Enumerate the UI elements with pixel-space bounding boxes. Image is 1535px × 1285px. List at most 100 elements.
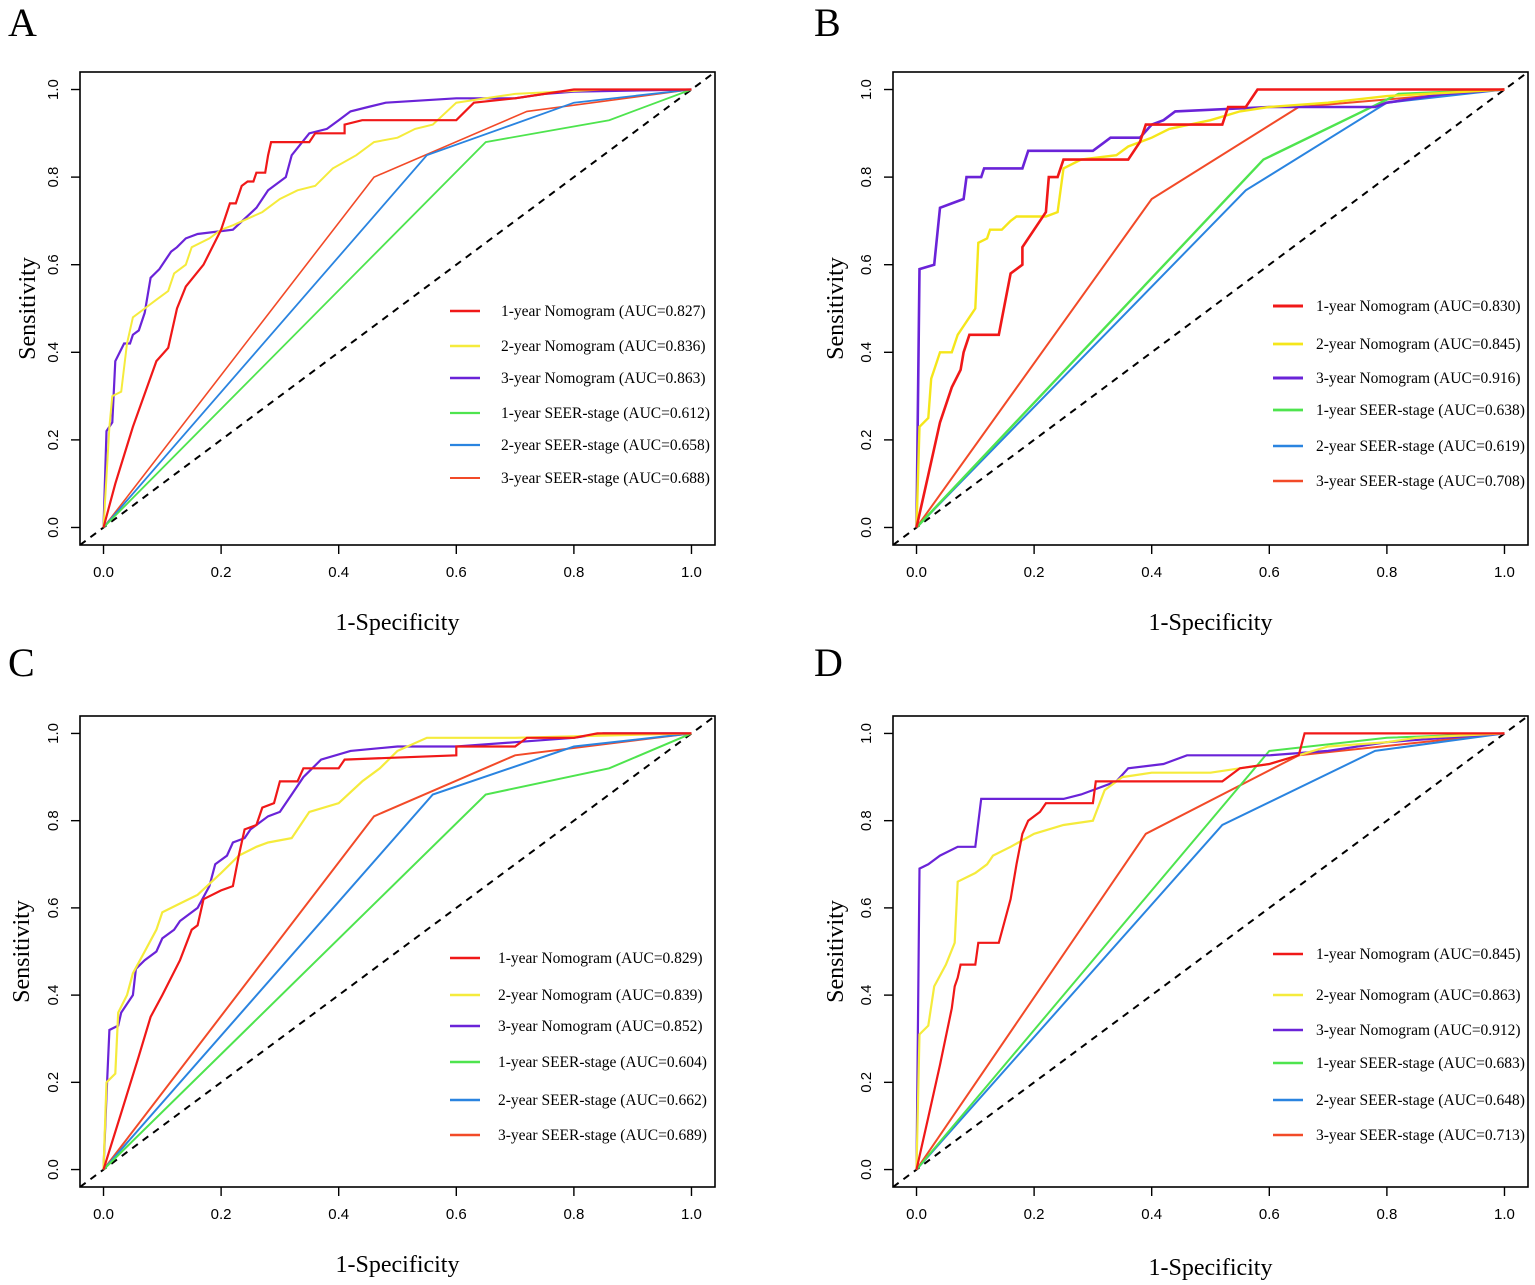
- legend-entry: 2-year Nomogram (AUC=0.836): [501, 338, 706, 355]
- legend-entry: 2-year SEER-stage (AUC=0.619): [1316, 438, 1525, 455]
- x-tick-label: 0.0: [93, 564, 114, 581]
- axis-ticks: 0.0 0.2 0.4 0.6 0.8 1.0 0.0 0.2 0.4 0.6 0.8 1.0: [858, 723, 1515, 1223]
- x-tick-label: 0.2: [1024, 564, 1045, 581]
- x-tick-label: 0.6: [446, 564, 467, 581]
- y-tick-label: 0.0: [858, 517, 875, 538]
- plot-frame: [79, 71, 716, 546]
- legend-entry: 2-year SEER-stage (AUC=0.658): [501, 437, 710, 454]
- y-axis-title: Sensitivity: [823, 257, 849, 360]
- roc-panel-c: C 0.0 0.2 0.4 0.6 0.8 1.0 0.0 0.2 0.4 0.6 0.8 1.0 1-S…: [8, 640, 716, 1278]
- x-tick-label: 0.6: [446, 1206, 467, 1223]
- reference-diagonal: [893, 716, 1528, 1187]
- series-line-4: [102, 88, 692, 529]
- y-tick-label: 0.4: [858, 342, 875, 363]
- y-tick-label: 0.6: [858, 897, 875, 918]
- legend-entry: 2-year SEER-stage (AUC=0.662): [498, 1092, 707, 1109]
- panel-label: B: [814, 0, 841, 45]
- reference-diagonal: [80, 72, 715, 545]
- roc-panel-d: D 0.0 0.2 0.4 0.6 0.8 1.0 0.0 0.2 0.4 0.6 0.8 1.0 1-S…: [814, 640, 1529, 1281]
- series-line-6: [915, 732, 1505, 1171]
- y-tick-label: 0.8: [858, 810, 875, 831]
- legend-entry: 1-year SEER-stage (AUC=0.638): [1316, 402, 1525, 419]
- legend-entry: 1-year Nomogram (AUC=0.845): [1316, 946, 1521, 963]
- x-tick-label: 1.0: [1494, 1206, 1515, 1223]
- series-line-5: [102, 88, 692, 529]
- x-tick-label: 0.2: [211, 1206, 232, 1223]
- roc-panel-a: A 0.0 0.2 0.4 0.6 0.8 1.0 0.0 0.2 0.4 0.6 0.8 1.0 1-S…: [8, 0, 716, 636]
- legend-entry: 3-year SEER-stage (AUC=0.708): [1316, 473, 1525, 490]
- x-tick-label: 0.8: [563, 564, 584, 581]
- y-tick-label: 0.0: [45, 1159, 62, 1180]
- series-line-4: [102, 732, 692, 1171]
- x-tick-label: 0.8: [563, 1206, 584, 1223]
- y-tick-label: 0.6: [45, 897, 62, 918]
- y-tick-label: 0.2: [45, 1072, 62, 1093]
- y-tick-label: 0.2: [858, 1072, 875, 1093]
- x-axis-title: 1-Specificity: [336, 610, 460, 636]
- series-line-5: [102, 732, 692, 1171]
- legend-entry: 1-year SEER-stage (AUC=0.604): [498, 1054, 707, 1071]
- legend: 1-year Nomogram (AUC=0.829) 2-year Nomogr…: [450, 950, 707, 1144]
- x-axis-title: 1-Specificity: [1149, 610, 1273, 636]
- y-tick-label: 0.8: [45, 167, 62, 188]
- legend-entry: 2-year Nomogram (AUC=0.845): [1316, 336, 1521, 353]
- series-line-6: [102, 732, 692, 1171]
- y-tick-label: 0.8: [858, 167, 875, 188]
- roc-panel-b: B 0.0 0.2 0.4 0.6 0.8 1.0 0.0 0.2 0.4 0.6 0.8 1.0 1-S…: [814, 0, 1529, 636]
- reference-diagonal: [893, 72, 1528, 545]
- x-tick-label: 0.0: [906, 1206, 927, 1223]
- x-axis-title: 1-Specificity: [1149, 1255, 1273, 1281]
- legend: 1-year Nomogram (AUC=0.830) 2-year Nomogr…: [1273, 298, 1525, 490]
- series-line-1: [102, 732, 692, 1170]
- series-line-3: [915, 88, 1505, 528]
- legend-entry: 3-year SEER-stage (AUC=0.688): [501, 470, 710, 487]
- legend-entry: 2-year Nomogram (AUC=0.863): [1316, 987, 1521, 1004]
- y-tick-label: 0.4: [45, 342, 62, 363]
- legend: 1-year Nomogram (AUC=0.845) 2-year Nomogr…: [1273, 946, 1525, 1144]
- series-line-3: [102, 88, 692, 528]
- series-line-1: [915, 732, 1505, 1170]
- y-tick-label: 0.6: [858, 254, 875, 275]
- legend-entry: 3-year Nomogram (AUC=0.912): [1316, 1022, 1521, 1039]
- reference-diagonal: [80, 716, 715, 1187]
- legend-entry: 1-year SEER-stage (AUC=0.612): [501, 405, 710, 422]
- legend-entry: 3-year Nomogram (AUC=0.852): [498, 1018, 703, 1035]
- legend-entry: 1-year Nomogram (AUC=0.830): [1316, 298, 1521, 315]
- series-line-2: [915, 88, 1505, 528]
- panel-label: C: [8, 640, 35, 685]
- y-axis-title: Sensitivity: [9, 900, 35, 1003]
- y-axis-title: Sensitivity: [15, 257, 41, 360]
- series-line-5: [915, 88, 1505, 529]
- x-tick-label: 1.0: [681, 1206, 702, 1223]
- x-tick-label: 0.8: [1376, 1206, 1397, 1223]
- legend-entry: 3-year SEER-stage (AUC=0.713): [1316, 1127, 1525, 1144]
- x-tick-label: 0.2: [1024, 1206, 1045, 1223]
- series-line-2: [102, 732, 692, 1170]
- panel-label: A: [8, 0, 37, 45]
- x-tick-label: 0.6: [1259, 1206, 1280, 1223]
- x-tick-label: 1.0: [681, 564, 702, 581]
- y-tick-label: 0.4: [45, 985, 62, 1006]
- y-tick-label: 0.6: [45, 254, 62, 275]
- x-tick-label: 0.6: [1259, 564, 1280, 581]
- series-line-5: [915, 732, 1505, 1171]
- y-tick-label: 0.4: [858, 985, 875, 1006]
- legend: 1-year Nomogram (AUC=0.827) 2-year Nomogr…: [450, 303, 710, 487]
- y-tick-label: 0.8: [45, 810, 62, 831]
- legend-entry: 3-year SEER-stage (AUC=0.689): [498, 1127, 707, 1144]
- legend-entry: 3-year Nomogram (AUC=0.916): [1316, 370, 1521, 387]
- x-tick-label: 0.2: [211, 564, 232, 581]
- y-tick-label: 1.0: [45, 723, 62, 744]
- x-axis-title: 1-Specificity: [336, 1252, 460, 1278]
- y-tick-label: 0.0: [858, 1159, 875, 1180]
- legend-entry: 1-year SEER-stage (AUC=0.683): [1316, 1055, 1525, 1072]
- y-tick-label: 0.0: [45, 517, 62, 538]
- plot-frame: [892, 715, 1529, 1188]
- axis-ticks: 0.0 0.2 0.4 0.6 0.8 1.0 0.0 0.2 0.4 0.6 0.8 1.0: [858, 79, 1515, 581]
- x-tick-label: 0.0: [906, 564, 927, 581]
- x-tick-label: 0.4: [1141, 564, 1162, 581]
- y-tick-label: 1.0: [858, 723, 875, 744]
- series-line-3: [915, 732, 1505, 1170]
- series-line-6: [915, 88, 1505, 529]
